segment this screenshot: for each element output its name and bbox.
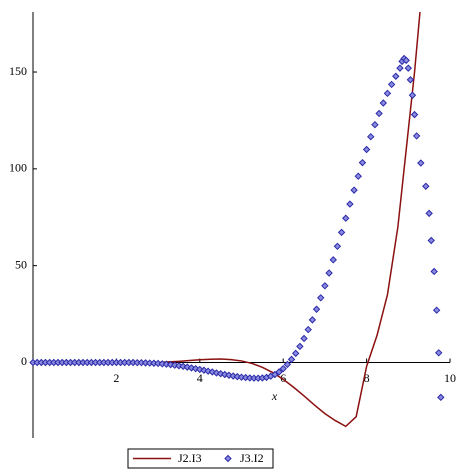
scatter-point (358, 158, 367, 167)
y-tick-label: 50 (15, 257, 27, 271)
scatter-point (279, 364, 287, 373)
scatter-point (387, 80, 396, 89)
x-tick-label: 10 (444, 371, 456, 385)
scatter-point (350, 186, 358, 194)
scatter-point (412, 132, 421, 140)
scatter-point (287, 355, 296, 364)
scatter-point (283, 360, 292, 369)
scatter-point (404, 64, 413, 72)
legend-box (127, 448, 274, 469)
scatter-point (275, 368, 283, 376)
scatter-point (396, 64, 404, 72)
scatter-point (422, 182, 430, 190)
scatter-point (425, 209, 433, 218)
scatter-point (430, 267, 438, 276)
scatter-point (367, 132, 375, 141)
scatter-point (362, 145, 371, 154)
scatter-point (321, 282, 329, 290)
scatter-point (375, 109, 383, 118)
scatter-point (354, 172, 362, 180)
legend-label: J2.I3 (178, 451, 202, 465)
scatter-point (308, 316, 317, 324)
scatter-point (296, 342, 304, 351)
scatter-point (383, 89, 392, 98)
scatter-point (329, 256, 337, 264)
scatter-point (166, 360, 175, 369)
scatter-point (196, 365, 204, 374)
scatter-point (225, 371, 233, 379)
x-tick-label: 8 (364, 371, 370, 385)
scatter-point (410, 110, 419, 119)
scatter-point (304, 325, 312, 334)
scatter-point (371, 120, 379, 129)
scatter-point (325, 269, 333, 277)
y-tick-label: 150 (9, 64, 27, 78)
scatter-point (171, 361, 179, 369)
x-tick-label: 6 (280, 371, 286, 385)
scatter-point (346, 200, 354, 208)
scatter-point (179, 362, 187, 371)
scatter-point (333, 242, 342, 251)
scatter-point (187, 364, 196, 372)
scatter-point (216, 370, 225, 378)
scatter-point (292, 349, 300, 358)
y-tick-label: 100 (9, 161, 27, 175)
legend-label: J3.I2 (240, 451, 264, 465)
legend: J2.I3 J3.I2 (127, 448, 274, 469)
legend-swatch (224, 454, 232, 463)
scatter-point (437, 393, 445, 402)
x-tick-label: 4 (197, 371, 203, 385)
scatter-point (317, 294, 325, 302)
scatter-point (337, 228, 346, 237)
scatter-point (300, 334, 308, 343)
scatter-point (417, 159, 425, 167)
scatter-point (435, 349, 443, 357)
scatter-point (402, 56, 410, 65)
scatter-point (342, 214, 350, 222)
scatter-point (408, 91, 417, 99)
scatter-point (427, 236, 435, 245)
scatter-point (175, 362, 183, 370)
y-tick-label: 0 (21, 354, 27, 368)
x-tick-label: 2 (113, 371, 119, 385)
scatter-point (406, 76, 415, 84)
scatter-point (379, 99, 387, 107)
scatter-point (312, 305, 321, 313)
scatter-point (392, 72, 400, 80)
x-axis-label: x (271, 389, 278, 403)
scatter-point (432, 306, 441, 314)
